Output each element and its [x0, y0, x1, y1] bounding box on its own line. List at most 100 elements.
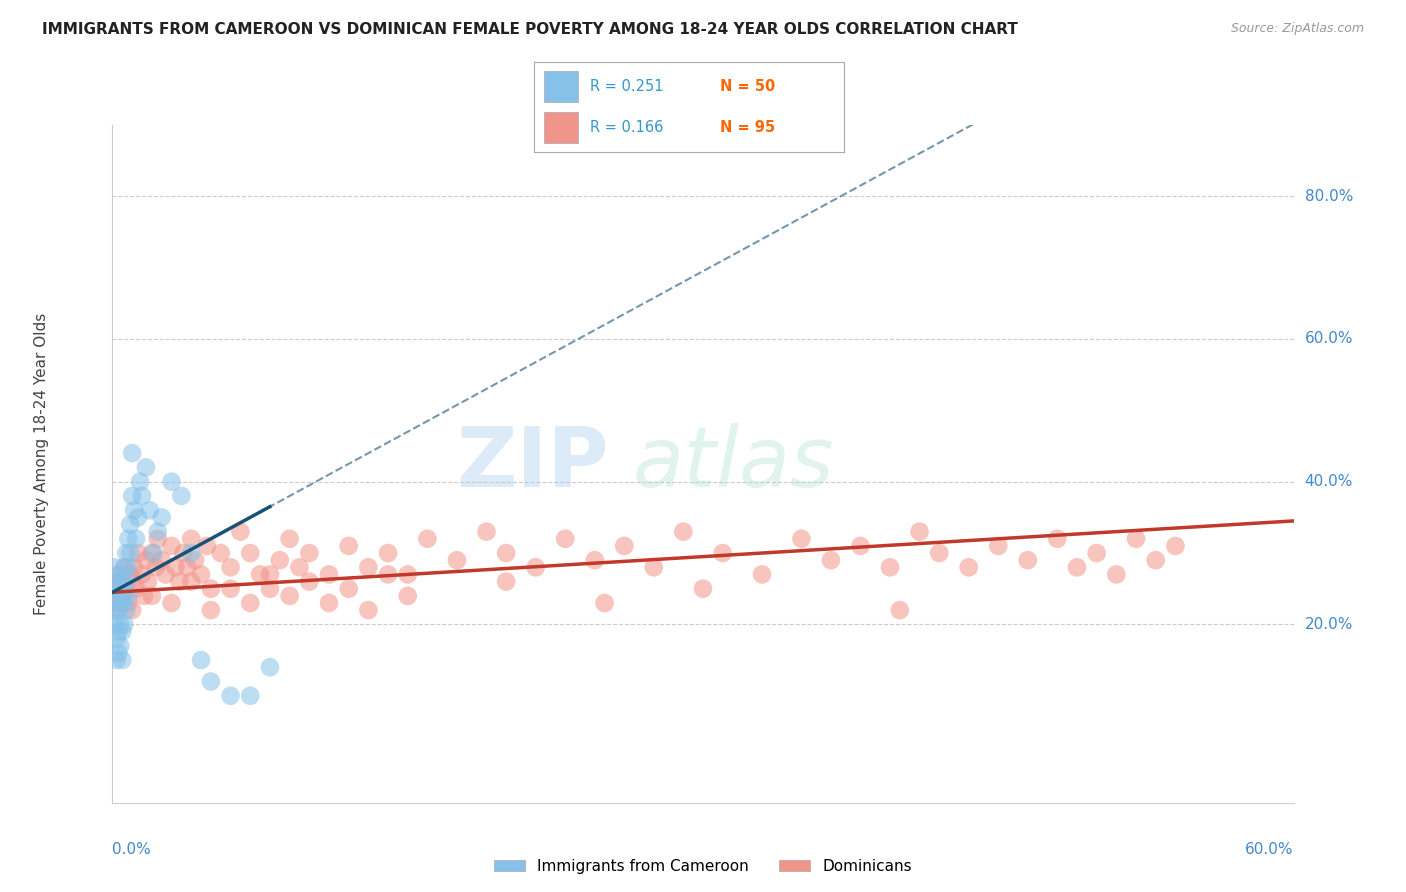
Point: [1066, 560, 1088, 574]
Point: [288, 560, 311, 574]
Point: [146, 532, 169, 546]
Point: [495, 546, 517, 560]
Point: [115, 546, 138, 560]
Point: [103, 582, 125, 596]
Point: [209, 546, 232, 560]
Point: [200, 674, 222, 689]
Point: [107, 567, 129, 582]
Point: [121, 603, 143, 617]
Point: [298, 546, 321, 560]
Point: [416, 532, 439, 546]
Text: 60.0%: 60.0%: [1246, 842, 1294, 857]
Point: [125, 582, 148, 596]
Point: [103, 560, 125, 574]
Point: [117, 589, 139, 603]
Point: [239, 546, 262, 560]
Point: [120, 567, 142, 582]
Point: [112, 589, 135, 603]
Point: [107, 596, 129, 610]
Point: [111, 574, 134, 589]
Point: [145, 560, 167, 574]
Point: [150, 510, 173, 524]
Point: [190, 653, 212, 667]
Point: [165, 560, 187, 574]
Point: [110, 567, 132, 582]
Point: [278, 589, 301, 603]
Point: [110, 596, 132, 610]
Point: [1125, 532, 1147, 546]
Point: [139, 503, 162, 517]
Point: [278, 532, 301, 546]
Point: [160, 475, 183, 489]
Point: [711, 546, 734, 560]
Point: [150, 553, 173, 567]
Point: [180, 574, 202, 589]
Point: [1046, 532, 1069, 546]
Point: [160, 596, 183, 610]
Point: [120, 546, 142, 560]
Point: [672, 524, 695, 539]
Point: [146, 524, 169, 539]
Point: [160, 539, 183, 553]
Point: [135, 460, 157, 475]
Point: [849, 539, 872, 553]
Text: IMMIGRANTS FROM CAMEROON VS DOMINICAN FEMALE POVERTY AMONG 18-24 YEAR OLDS CORRE: IMMIGRANTS FROM CAMEROON VS DOMINICAN FE…: [42, 22, 1018, 37]
Point: [120, 517, 142, 532]
Point: [184, 553, 207, 567]
Point: [112, 617, 135, 632]
Point: [357, 603, 380, 617]
Point: [1105, 567, 1128, 582]
Point: [117, 596, 139, 610]
Point: [107, 646, 129, 660]
Point: [115, 574, 138, 589]
Text: 20.0%: 20.0%: [1305, 617, 1353, 632]
Point: [180, 546, 202, 560]
Point: [111, 589, 134, 603]
Point: [1164, 539, 1187, 553]
Point: [879, 560, 901, 574]
Point: [337, 582, 360, 596]
Point: [908, 524, 931, 539]
Point: [117, 532, 139, 546]
Point: [269, 553, 291, 567]
Text: 60.0%: 60.0%: [1305, 332, 1353, 346]
Point: [259, 567, 281, 582]
Point: [524, 560, 547, 574]
Point: [298, 574, 321, 589]
Point: [219, 689, 242, 703]
Point: [115, 603, 138, 617]
Text: ZIP: ZIP: [456, 424, 609, 504]
Point: [1017, 553, 1039, 567]
Point: [249, 567, 271, 582]
Point: [105, 632, 128, 646]
Point: [495, 574, 517, 589]
Point: [259, 660, 281, 674]
Point: [107, 582, 129, 596]
Point: [127, 546, 149, 560]
Point: [136, 574, 159, 589]
Point: [105, 574, 128, 589]
Point: [396, 567, 419, 582]
Point: [239, 596, 262, 610]
Point: [103, 589, 125, 603]
Point: [475, 524, 498, 539]
Point: [107, 603, 129, 617]
Text: Female Poverty Among 18-24 Year Olds: Female Poverty Among 18-24 Year Olds: [34, 313, 49, 615]
Point: [643, 560, 665, 574]
Text: N = 95: N = 95: [720, 120, 775, 135]
Point: [105, 653, 128, 667]
Point: [790, 532, 813, 546]
Point: [112, 560, 135, 574]
Point: [131, 489, 153, 503]
Point: [110, 574, 132, 589]
Point: [751, 567, 773, 582]
Bar: [544, 71, 578, 102]
Point: [122, 503, 145, 517]
Point: [396, 589, 419, 603]
Point: [142, 546, 165, 560]
Point: [112, 560, 135, 574]
Point: [129, 475, 152, 489]
Point: [195, 539, 218, 553]
Point: [141, 589, 163, 603]
Point: [200, 603, 222, 617]
